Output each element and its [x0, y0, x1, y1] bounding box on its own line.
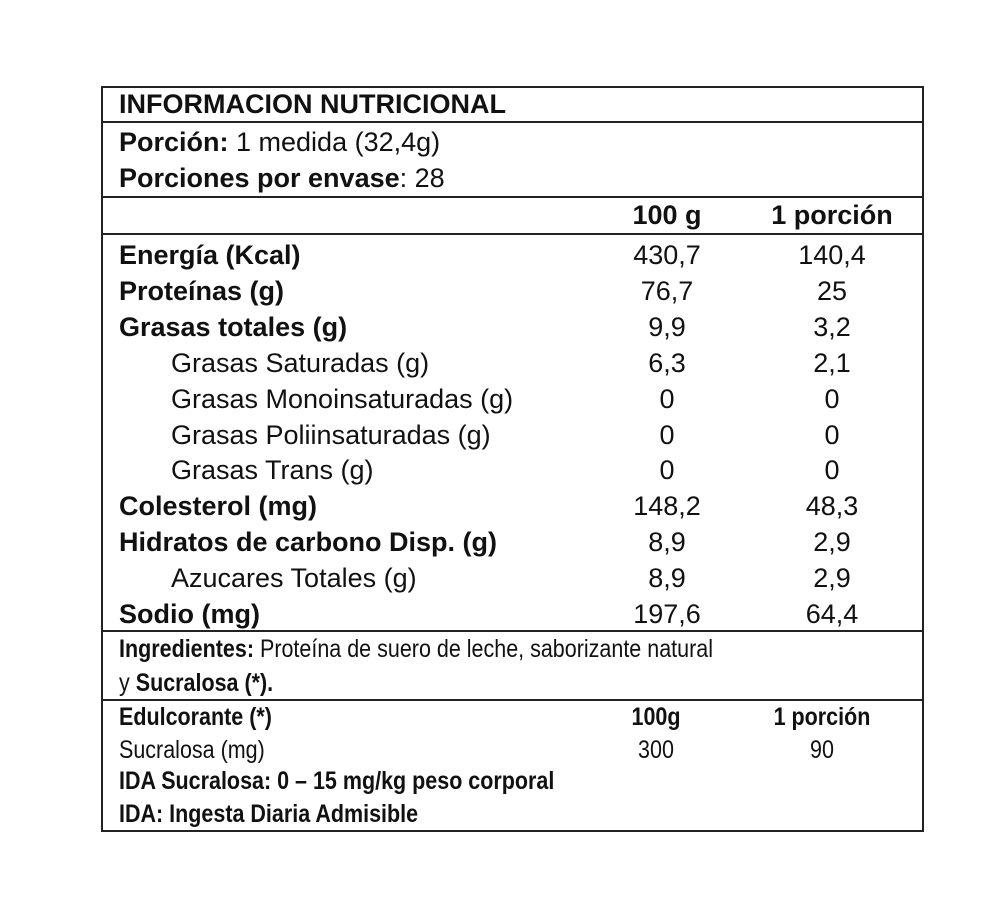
nutrient-row: Grasas Trans (g) 0 0 [0, 452, 1000, 488]
sweetener-col-100g: 100g [631, 703, 681, 731]
nutrient-row: Proteínas (g) 76,7 25 [0, 273, 1000, 309]
portion-line: Porción: 1 medida (32,4g) [119, 124, 440, 160]
servings-line: Porciones por envase: 28 [119, 160, 445, 196]
nutrient-row: Grasas totales (g) 9,9 3,2 [0, 309, 1000, 345]
ida-text: IDA Sucralosa: 0 – 15 mg/kg peso corpora… [119, 767, 555, 795]
nutrient-label: Grasas Trans (g) [171, 455, 374, 486]
nutrient-label: Hidratos de carbono Disp. (g) [119, 527, 498, 558]
ingredients-prefix: y [119, 669, 136, 697]
ida-definition: IDA: Ingesta Diaria Admisible [0, 798, 1000, 831]
divider [101, 196, 922, 198]
nutrient-value-100g: 430,7 [633, 240, 701, 270]
nutrient-value-100g: 8,9 [648, 527, 686, 558]
nutrient-value-100g: 76,7 [640, 275, 694, 306]
servings-value: : 28 [399, 163, 445, 193]
ingredients-line-2: y Sucralosa (*). [0, 667, 1000, 700]
ingredients-label: Ingredientes: [119, 635, 255, 663]
sweetener-col-portion: 1 porción [773, 703, 871, 731]
nutrient-value-100g: 6,3 [648, 347, 686, 378]
divider [101, 233, 922, 235]
nutrient-row: Azucares Totales (g) 8,9 2,9 [0, 560, 1000, 596]
sweetener-header-row: Edulcorante (*) 100g 1 porción [0, 701, 1000, 734]
column-header-row: 100 g 1 porción [0, 197, 1000, 233]
nutrient-label: Colesterol (mg) [119, 491, 318, 522]
nutrient-value-portion: 48,3 [805, 491, 859, 522]
divider [101, 121, 922, 123]
column-header-100g: 100 g [632, 200, 702, 230]
nutrient-label: Grasas totales (g) [119, 311, 348, 342]
nutrient-value-portion: 2,1 [813, 347, 851, 378]
nutrient-label: Grasas Poliinsaturadas (g) [171, 419, 491, 450]
nutrient-row: Colesterol (mg) 148,2 48,3 [0, 488, 1000, 524]
ida-line: IDA Sucralosa: 0 – 15 mg/kg peso corpora… [0, 765, 1000, 798]
nutrient-label: Sodio (mg) [119, 599, 260, 629]
nutrient-value-100g: 8,9 [648, 563, 686, 594]
nutrient-value-portion: 2,9 [813, 563, 851, 594]
nutrient-value-portion: 2,9 [813, 527, 851, 558]
nutrient-label: Grasas Saturadas (g) [171, 347, 430, 378]
nutrient-value-portion: 0 [824, 383, 840, 414]
divider [101, 699, 922, 701]
nutrient-value-portion: 0 [824, 455, 840, 486]
nutrient-value-100g: 148,2 [633, 491, 701, 522]
nutrient-row: Grasas Monoinsaturadas (g) 0 0 [0, 381, 1000, 417]
ingredients-line-1: Ingredientes: Proteína de suero de leche… [0, 633, 1000, 666]
nutrient-value-100g: 197,6 [633, 599, 701, 629]
ingredients-text: Proteína de suero de leche, saborizante … [254, 635, 713, 663]
nutrient-row: Sodio (mg) 197,6 64,4 [0, 596, 1000, 632]
nutrient-label: Grasas Monoinsaturadas (g) [171, 383, 514, 414]
nutrient-row: Hidratos de carbono Disp. (g) 8,9 2,9 [0, 524, 1000, 560]
table-title: INFORMACION NUTRICIONAL [119, 89, 506, 119]
nutrient-value-portion: 0 [824, 419, 840, 450]
servings-label: Porciones por envase [119, 163, 400, 193]
nutrient-value-100g: 0 [659, 419, 675, 450]
portion-label: Porción: [119, 127, 229, 157]
sweetener-row-100g: 300 [638, 736, 674, 764]
nutrient-row: Grasas Poliinsaturadas (g) 0 0 [0, 417, 1000, 453]
nutrient-row: Energía (Kcal) 430,7 140,4 [0, 237, 1000, 273]
sweetener-row: Sucralosa (mg) 300 90 [0, 734, 1000, 767]
sweetener-row-portion: 90 [810, 736, 834, 764]
nutrient-value-portion: 64,4 [805, 599, 859, 629]
nutrient-label: Energía (Kcal) [119, 240, 301, 270]
nutrient-value-portion: 3,2 [813, 311, 851, 342]
column-header-portion: 1 porción [771, 200, 893, 230]
nutrient-value-100g: 9,9 [648, 311, 686, 342]
divider [101, 630, 922, 632]
nutrient-value-portion: 25 [816, 275, 848, 306]
sweetener-header: Edulcorante (*) [119, 703, 272, 731]
ingredients-sweetener: Sucralosa (*). [135, 669, 274, 697]
nutrient-row: Grasas Saturadas (g) 6,3 2,1 [0, 345, 1000, 381]
nutrient-label: Azucares Totales (g) [171, 563, 417, 594]
ida-definition-text: IDA: Ingesta Diaria Admisible [119, 800, 419, 828]
portion-value: 1 medida (32,4g) [228, 127, 441, 157]
nutrient-value-portion: 140,4 [798, 240, 866, 270]
nutrient-value-100g: 0 [659, 383, 675, 414]
nutrient-value-100g: 0 [659, 455, 675, 486]
nutrient-label: Proteínas (g) [119, 275, 285, 306]
sweetener-row-label: Sucralosa (mg) [119, 736, 265, 764]
nutrition-table [101, 86, 924, 832]
